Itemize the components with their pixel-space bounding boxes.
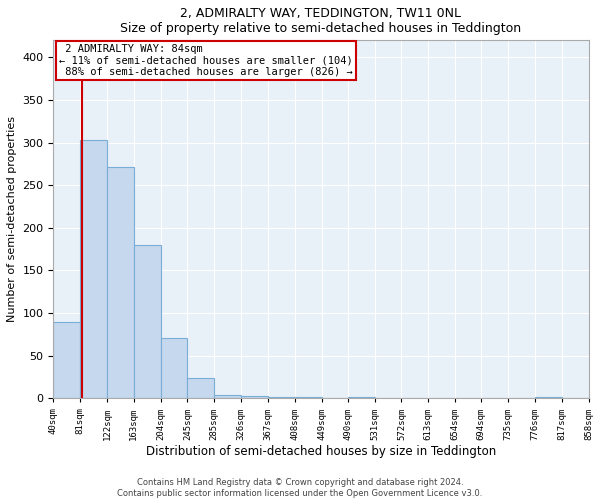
Bar bbox=[187, 378, 214, 398]
Bar bbox=[214, 395, 241, 398]
Bar bbox=[161, 338, 187, 398]
Title: 2, ADMIRALTY WAY, TEDDINGTON, TW11 0NL
Size of property relative to semi-detache: 2, ADMIRALTY WAY, TEDDINGTON, TW11 0NL S… bbox=[121, 7, 521, 35]
X-axis label: Distribution of semi-detached houses by size in Teddington: Distribution of semi-detached houses by … bbox=[146, 445, 496, 458]
Bar bbox=[107, 168, 134, 398]
Y-axis label: Number of semi-detached properties: Number of semi-detached properties bbox=[7, 116, 17, 322]
Text: 2 ADMIRALTY WAY: 84sqm
← 11% of semi-detached houses are smaller (104)
 88% of s: 2 ADMIRALTY WAY: 84sqm ← 11% of semi-det… bbox=[59, 44, 352, 77]
Bar bbox=[80, 140, 107, 398]
Text: Contains HM Land Registry data © Crown copyright and database right 2024.
Contai: Contains HM Land Registry data © Crown c… bbox=[118, 478, 482, 498]
Bar bbox=[53, 322, 80, 398]
Bar bbox=[268, 396, 295, 398]
Bar bbox=[241, 396, 268, 398]
Bar bbox=[134, 245, 161, 398]
